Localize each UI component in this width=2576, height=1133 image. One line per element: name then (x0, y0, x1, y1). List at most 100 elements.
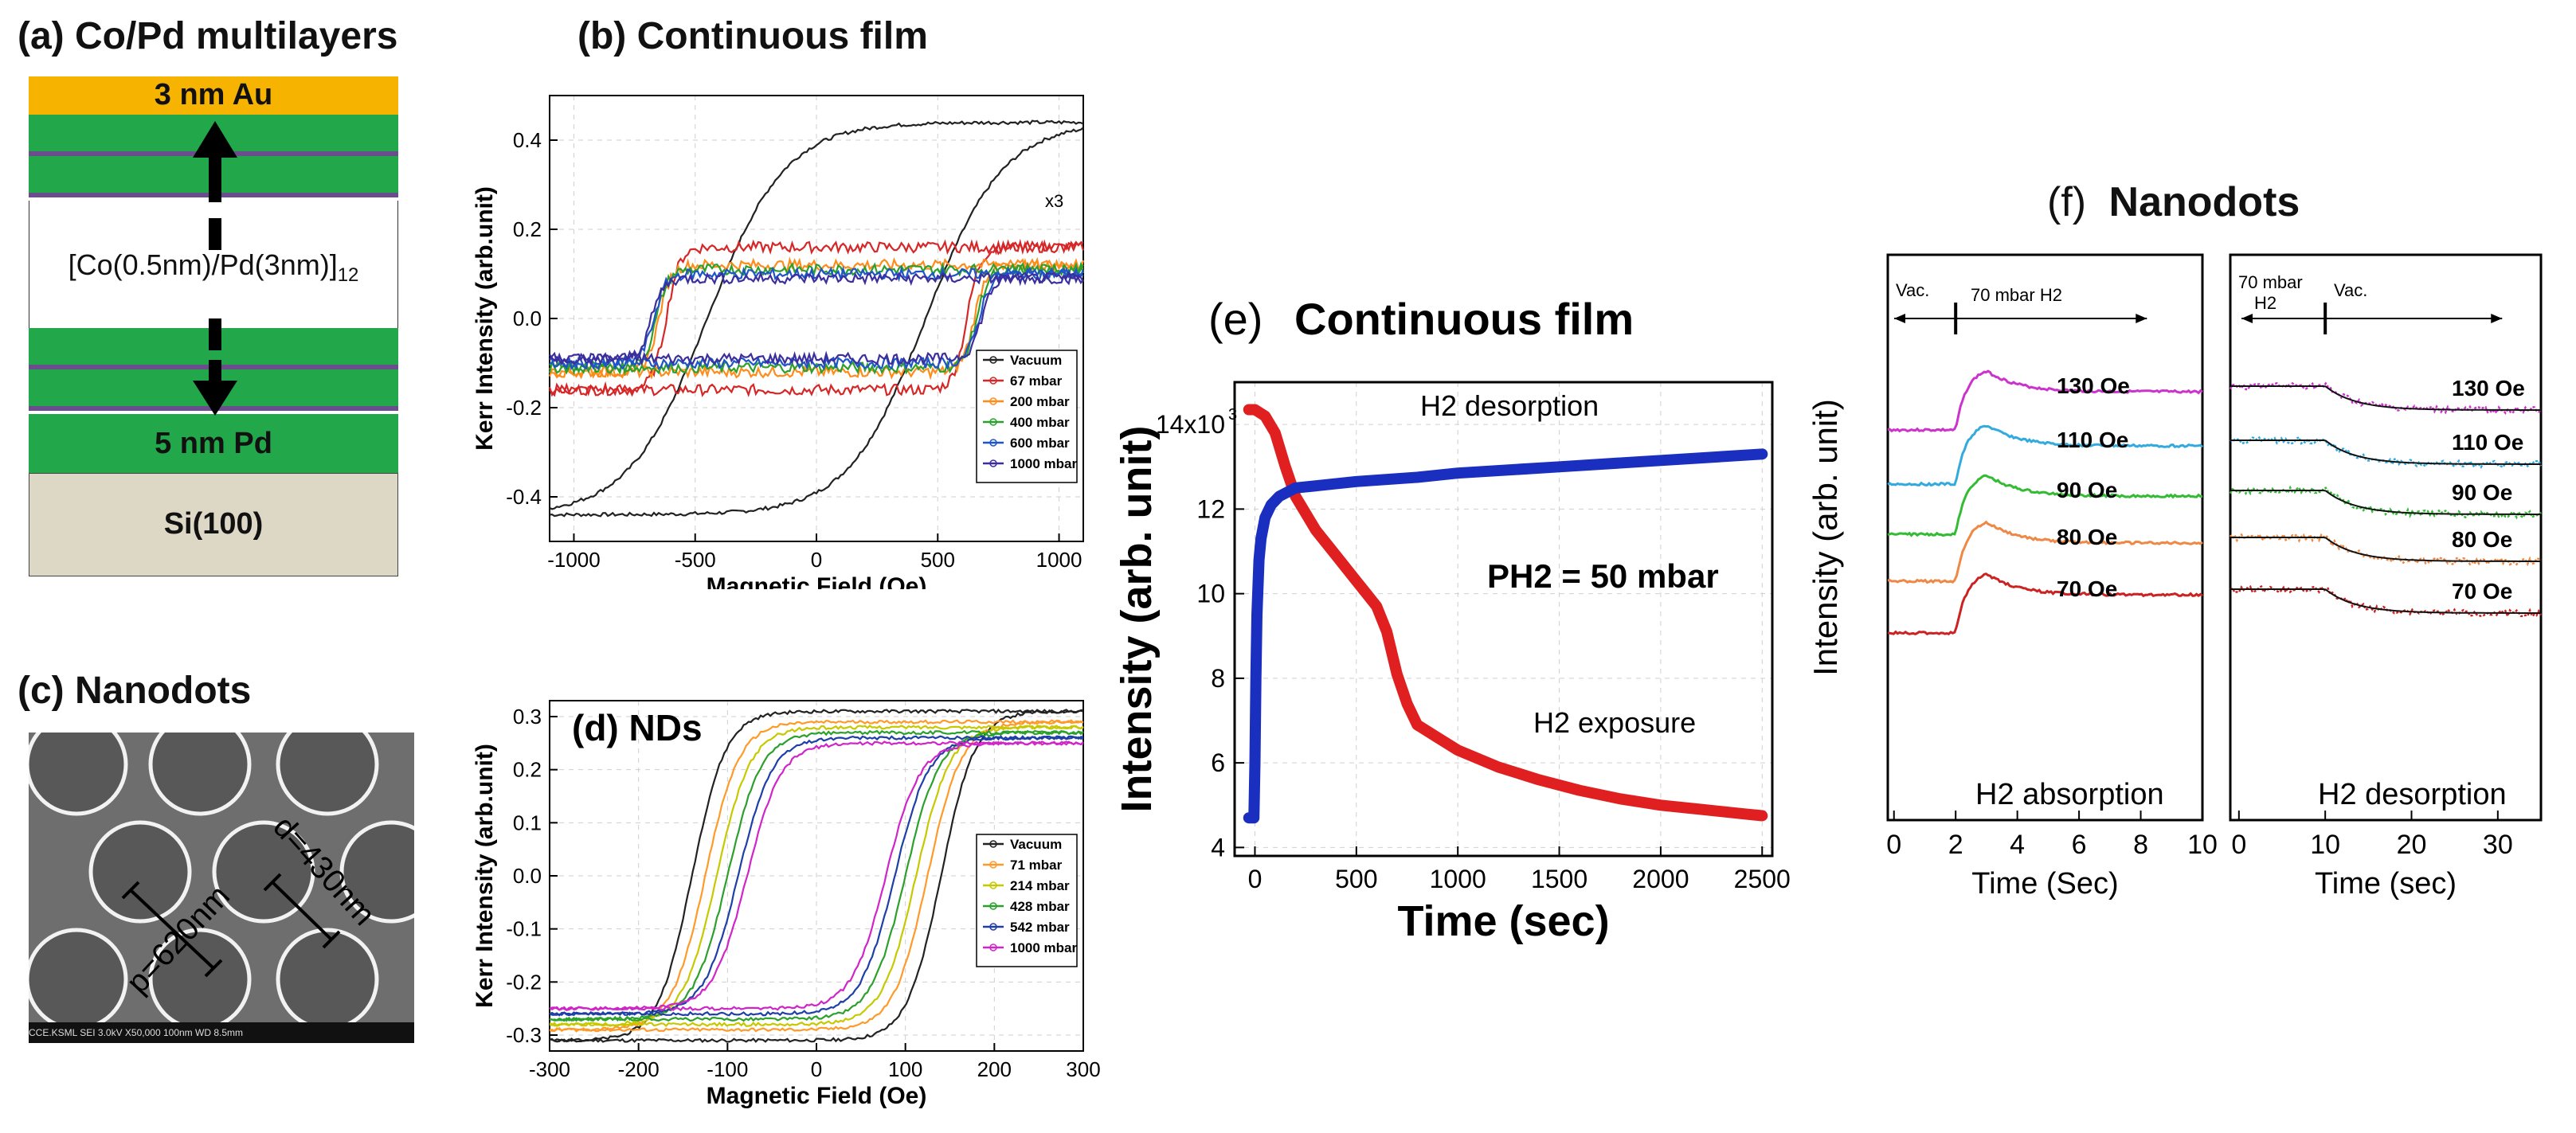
e-ytick-exp-sup: 3 (1228, 406, 1237, 424)
b-ytick-label: -0.2 (506, 396, 542, 420)
f-abs-series-label-4: 70 Oe (2057, 576, 2117, 601)
nanodot-0 (29, 733, 128, 816)
f-des-series-label-3: 80 Oe (2452, 527, 2512, 552)
f-abs-xtick-label: 0 (1886, 830, 1901, 860)
b-series-0-up (549, 127, 1084, 518)
au-layer: 3 nm Au (29, 76, 398, 115)
d-series-4-down (549, 735, 1084, 1017)
b-legend-label: Vacuum (1010, 353, 1062, 368)
b-legend-marker (989, 356, 997, 364)
f-ylabel: Intensity (arb. unit) (1808, 399, 1844, 676)
panel-f-label: (f) (2047, 179, 2087, 225)
chart-b: -1000 -500 0 500 1000 -0.4 -0.2 0.0 0.2 0.4 Magnet… (472, 95, 1085, 589)
d-series-3-down (549, 729, 1084, 1022)
b-annotation: x3 (1045, 191, 1063, 211)
f-abs-series-2 (1887, 474, 2202, 537)
panel-c-title: (c) Nanodots (18, 670, 252, 712)
arrow-shaft-4 (209, 360, 221, 384)
f-des-series-1 (2230, 436, 2543, 469)
b-xtick-label: 500 (921, 548, 955, 572)
b-legend-marker (989, 459, 997, 467)
panel-a-title: (a) Co/Pd multilayers (18, 15, 398, 57)
e-ytick-label: 10 (1196, 580, 1225, 608)
d-ytick-label: 0.2 (513, 758, 542, 782)
b-xlabel: Magnetic Field (Oe) (707, 573, 927, 589)
d-series-0-down (549, 709, 1084, 1043)
e-ytick-label: 4 (1211, 833, 1225, 861)
e-xtick-label: 2500 (1734, 865, 1791, 893)
e-series-1 (1243, 448, 1768, 824)
chart-e: 0 500 1000 1500 2000 2500 4 6 8 10 12 14x10 3 Time (s… (1119, 294, 1791, 945)
f-des-arrow-left (2241, 314, 2253, 323)
e-ytick-label: 6 (1211, 748, 1225, 777)
b-legend-label: 600 mbar (1010, 436, 1070, 451)
f-des-series-label-0: 130 Oe (2452, 376, 2525, 400)
si-substrate-label: Si(100) (163, 507, 264, 541)
f-abs-arrow-right (2136, 314, 2147, 323)
arrow-head-up (193, 121, 237, 158)
arrow-shaft-2 (209, 218, 221, 250)
b-xtick-label: -500 (675, 548, 716, 572)
f-des-series-label-4: 70 Oe (2452, 579, 2512, 604)
b-series-1-down (548, 239, 1084, 397)
au-layer-label: 3 nm Au (154, 78, 273, 111)
magnetization-arrow (193, 121, 237, 416)
f-abs-series-3 (1887, 520, 2203, 584)
f-abs-xtick-label: 2 (1948, 830, 1963, 860)
f-abs-xtick-label: 10 (2187, 830, 2218, 860)
pd-seed-layer-label: 5 nm Pd (155, 427, 272, 460)
diameter-tick-1 (263, 873, 282, 892)
panel-f-title: (f) Nanodots (2047, 178, 2300, 226)
d-ytick-label: 0.3 (513, 705, 542, 729)
e-xlabel: Time (sec) (1397, 897, 1609, 945)
e-xtick-label: 0 (1248, 865, 1263, 893)
e-pressure-label: PH2 = 50 mbar (1487, 557, 1719, 595)
d-xtick-label: -100 (707, 1057, 748, 1081)
f-abs-frame (1886, 253, 2204, 822)
e-desorption-label: H2 desorption (1420, 389, 1599, 422)
b-series-3-up (549, 262, 1084, 377)
panel-f-name: Nanodots (2108, 179, 2300, 225)
nanodot-2 (276, 733, 379, 816)
f-abs-series-0 (1887, 369, 2203, 433)
chart-d: -300 -200 -100 0 100 200 300 -0.3 -0.2 -0.1 0.0 0.1… (472, 700, 1101, 1109)
b-xtick-label: 1000 (1036, 548, 1082, 572)
panel-d-title: (d) NDs (572, 707, 703, 748)
b-legend-label: 200 mbar (1010, 394, 1070, 409)
e-ytick-label: 12 (1196, 494, 1225, 523)
f-abs-series-label-0: 130 Oe (2057, 373, 2130, 398)
f-des-fit-2 (2230, 490, 2541, 515)
arrow-head-down (193, 381, 237, 416)
d-xtick-label: 300 (1066, 1057, 1100, 1081)
f-abs-xtick-label: 4 (2010, 830, 2025, 860)
f-des-xtick-label: 30 (2483, 830, 2513, 860)
nanodot-6 (29, 928, 128, 1022)
b-series-4-up (549, 266, 1084, 371)
e-plot-area: 0 500 1000 1500 2000 2500 4 6 8 10 12 14x10 3 Time (s… (1119, 294, 1791, 945)
e-ytick-exp: 14x10 (1156, 410, 1225, 439)
b-legend-label: 1000 mbar (1010, 456, 1077, 471)
e-ytick-label: 8 (1211, 664, 1225, 693)
b-ytick-label: 0.2 (513, 217, 542, 241)
f-des-fit-1 (2230, 440, 2541, 465)
d-ytick-label: -0.2 (506, 970, 542, 994)
b-series-5-up (549, 272, 1084, 366)
d-xtick-label: 100 (888, 1057, 922, 1081)
f-abs-series-label-1: 110 Oe (2057, 428, 2128, 452)
f-abs-series-label-2: 90 Oe (2057, 478, 2117, 502)
f-des-h2-label-a: 70 mbar (2238, 272, 2303, 292)
f-abs-series-1 (1887, 424, 2204, 487)
f-des-fit-0 (2230, 385, 2541, 411)
nanodot-1 (148, 733, 252, 816)
pitch-tick-2 (204, 959, 223, 978)
d-legend-marker (989, 840, 997, 848)
si-substrate: Si(100) (29, 473, 398, 576)
f-des-xtick-label: 10 (2310, 830, 2340, 860)
d-series-2-up (549, 725, 1084, 1028)
e-xtick-label: 500 (1335, 865, 1377, 893)
d-legend-marker (989, 902, 997, 910)
f-abs-series-4 (1887, 572, 2203, 636)
b-legend-marker (989, 397, 997, 405)
d-legend-marker (989, 861, 997, 869)
